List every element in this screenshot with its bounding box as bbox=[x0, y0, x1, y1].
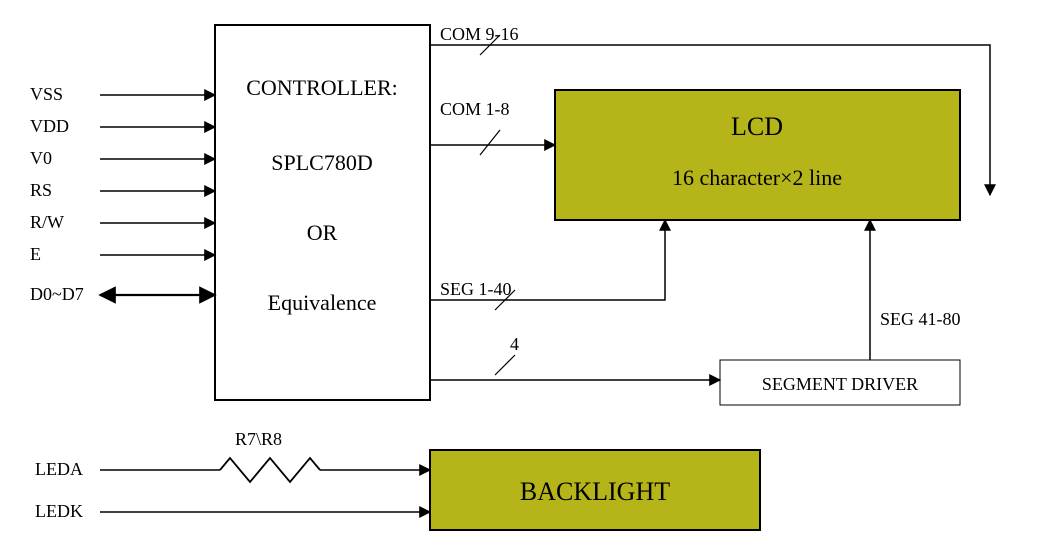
ledk-label: LEDK bbox=[35, 501, 83, 521]
slash-bus4 bbox=[495, 355, 515, 375]
segment-driver-label: SEGMENT DRIVER bbox=[762, 374, 918, 394]
input-label-r-w: R/W bbox=[30, 212, 64, 232]
lcd-title: LCD bbox=[731, 112, 783, 141]
input-label-e: E bbox=[30, 244, 41, 264]
controller-line3: OR bbox=[307, 220, 338, 245]
controller-line4: Equivalence bbox=[268, 290, 377, 315]
input-label-v0: V0 bbox=[30, 148, 52, 168]
input-label-rs: RS bbox=[30, 180, 52, 200]
input-signals: VSS VDD V0 RS R/W E D0~D7 bbox=[30, 84, 215, 304]
label-seg41-80: SEG 41-80 bbox=[880, 309, 961, 329]
resistor-icon bbox=[220, 458, 320, 482]
label-seg1-40: SEG 1-40 bbox=[440, 279, 512, 299]
lcd-subtitle: 16 character×2 line bbox=[672, 165, 842, 190]
slash-com1-8 bbox=[480, 130, 500, 155]
controller-line2: SPLC780D bbox=[271, 150, 372, 175]
input-label-vss: VSS bbox=[30, 84, 63, 104]
label-com1-8: COM 1-8 bbox=[440, 99, 510, 119]
label-bus4: 4 bbox=[510, 334, 519, 354]
input-label-d0-d7: D0~D7 bbox=[30, 284, 84, 304]
backlight-label: BACKLIGHT bbox=[520, 477, 670, 506]
label-com9-16: COM 9-16 bbox=[440, 24, 519, 44]
leda-label: LEDA bbox=[35, 459, 83, 479]
input-label-vdd: VDD bbox=[30, 116, 69, 136]
controller-line1: CONTROLLER: bbox=[246, 75, 398, 100]
lcd-box bbox=[555, 90, 960, 220]
resistor-label: R7\R8 bbox=[235, 429, 282, 449]
